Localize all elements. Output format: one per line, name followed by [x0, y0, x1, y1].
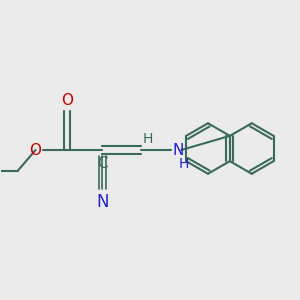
Text: C: C: [97, 156, 108, 171]
Text: N: N: [172, 142, 184, 158]
Text: O: O: [61, 93, 73, 108]
Text: N: N: [96, 193, 109, 211]
Text: H: H: [178, 158, 189, 171]
Text: H: H: [142, 131, 153, 146]
Text: O: O: [29, 142, 41, 158]
